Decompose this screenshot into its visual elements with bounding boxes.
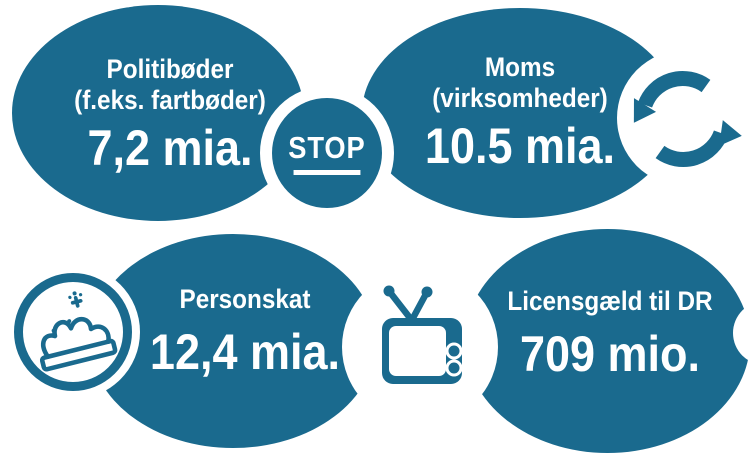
bubble-sublabel: (f.eks. fartbøder) (74, 85, 266, 116)
white-gap-right-edge (733, 301, 750, 365)
royal-crown-icon (39, 290, 118, 372)
bubble-politiboeder-text: Politibøder (f.eks. fartbøder) 7,2 mia. (44, 54, 296, 176)
bubble-politiboeder-shape (12, 5, 304, 221)
bubble-sublabel: (virksomheder) (432, 83, 608, 114)
bubble-licensgaeld-text: Licensgæld til DR 709 mio. (493, 286, 727, 382)
crown-badge (14, 273, 132, 391)
refresh-arrows-icon (633, 70, 742, 168)
stop-label: STOP (288, 129, 366, 165)
bubble-value: 709 mio. (519, 326, 701, 383)
stop-sign-content: STOP (288, 132, 365, 175)
bubble-value: 10.5 mia. (424, 117, 616, 174)
bubble-licensgaeld-shape (465, 229, 750, 453)
bubble-label: Politibøder (106, 54, 234, 84)
bubble-personskat-text: Personskat 12,4 mia. (128, 284, 362, 380)
stop-sign-icon: STOP (272, 98, 382, 208)
bubble-moms-text: Moms (virksomheder) 10.5 mia. (394, 52, 646, 174)
bubble-label: Licensgæld til DR (507, 286, 713, 316)
bubble-label: Moms (484, 52, 556, 82)
bubble-value: 12,4 mia. (149, 324, 341, 381)
bubble-label: Personskat (179, 284, 311, 314)
stop-underline (293, 169, 361, 175)
tv-icon (382, 285, 463, 384)
bubble-value: 7,2 mia. (87, 119, 253, 176)
